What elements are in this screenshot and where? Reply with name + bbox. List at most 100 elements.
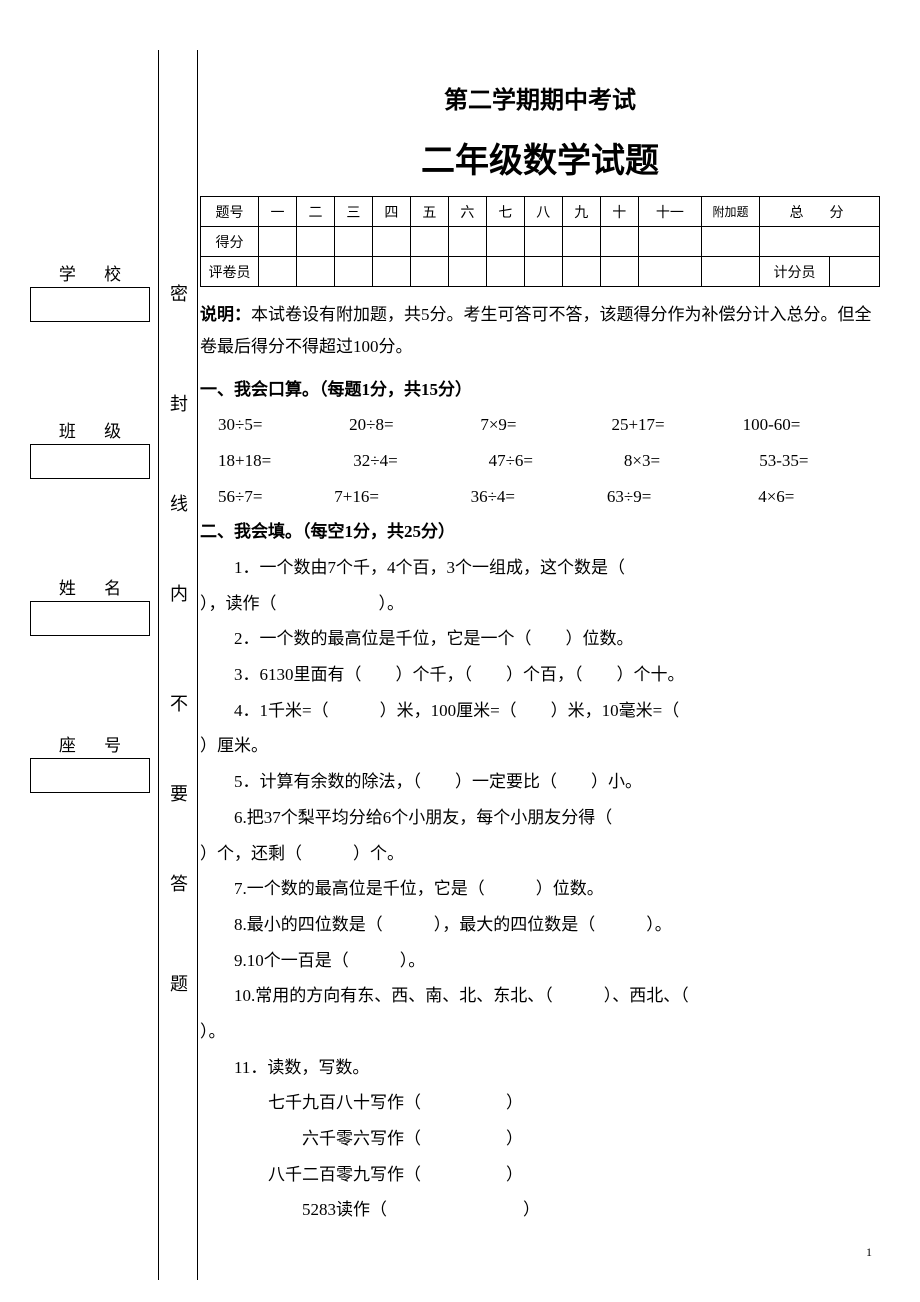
calc-item: 7×9= <box>480 407 611 443</box>
score-cell[interactable] <box>372 227 410 257</box>
score-cell[interactable] <box>334 227 372 257</box>
score-cell[interactable] <box>562 257 600 287</box>
score-cell: 一 <box>259 197 297 227</box>
calc-item: 8×3= <box>604 443 739 479</box>
score-cell[interactable] <box>296 227 334 257</box>
q8: 8.最小的四位数是（ ），最大的四位数是（ ）。 <box>200 907 880 943</box>
class-label: 班 级 <box>30 417 150 445</box>
score-cell: 十一 <box>638 197 701 227</box>
calc-item: 7+16= <box>334 479 450 515</box>
score-header-row: 题号 一 二 三 四 五 六 七 八 九 十 十一 附加题 总 分 <box>201 197 880 227</box>
score-cell: 二 <box>296 197 334 227</box>
score-cell: 六 <box>448 197 486 227</box>
calc-item: 53-35= <box>739 443 880 479</box>
seal-char: 密 <box>159 280 199 306</box>
score-cell[interactable] <box>600 227 638 257</box>
score-cell[interactable] <box>448 227 486 257</box>
fill-blank-block: 1．一个数由7个千，4个百，3个一组成，这个数是（ ），读作（ ）。 2．一个数… <box>200 550 880 1228</box>
school-blank[interactable] <box>30 288 150 322</box>
section-2-title: 二、我会填。（每空1分，共25分） <box>200 514 880 550</box>
score-cell[interactable] <box>410 227 448 257</box>
score-cell: 三 <box>334 197 372 227</box>
seal-line-column: 密 封 线 内 不 要 答 题 <box>158 50 198 1280</box>
seat-blank[interactable] <box>30 759 150 793</box>
exam-note: 说明：本试卷设有附加题，共5分。考生可答可不答，该题得分作为补偿分计入总分。但全… <box>200 299 880 364</box>
seal-char: 不 <box>159 690 199 716</box>
score-points-row: 得分 <box>201 227 880 257</box>
calc-item: 32÷4= <box>333 443 468 479</box>
seal-char: 答 <box>159 870 199 896</box>
note-text: 本试卷设有附加题，共5分。考生可答可不答，该题得分作为补偿分计入总分。但全卷最后… <box>200 305 872 356</box>
calc-item: 47÷6= <box>469 443 604 479</box>
calc-item: 30÷5= <box>218 407 349 443</box>
q11-title: 11．读数，写数。 <box>200 1050 880 1086</box>
q10-line1: 10.常用的方向有东、西、南、北、东北、（ ）、西北、（ <box>200 978 880 1014</box>
q6-line2: ）个，还剩（ ）个。 <box>200 836 880 872</box>
q1-line2: ），读作（ ）。 <box>200 586 880 622</box>
score-cell[interactable] <box>638 227 701 257</box>
q11-1: 七千九百八十写作（ ） <box>200 1085 880 1121</box>
seal-char: 线 <box>159 490 199 516</box>
main-title: 二年级数学试题 <box>200 133 880 182</box>
seal-char: 题 <box>159 970 199 996</box>
calc-item: 36÷4= <box>451 479 587 515</box>
calc-row: 56÷7= 7+16= 36÷4= 63÷9= 4×6= <box>218 479 880 515</box>
score-cell[interactable] <box>524 227 562 257</box>
score-table: 题号 一 二 三 四 五 六 七 八 九 十 十一 附加题 总 分 得分 <box>200 196 880 287</box>
score-cell: 四 <box>372 197 410 227</box>
q7: 7.一个数的最高位是千位，它是（ ）位数。 <box>200 871 880 907</box>
score-cell: 九 <box>562 197 600 227</box>
score-cell: 得分 <box>201 227 259 257</box>
subtitle: 第二学期期中考试 <box>200 80 880 115</box>
score-cell[interactable] <box>760 227 880 257</box>
score-cell: 七 <box>486 197 524 227</box>
score-cell: 总 分 <box>760 197 880 227</box>
name-blank[interactable] <box>30 602 150 636</box>
score-cell[interactable] <box>448 257 486 287</box>
score-cell: 计分员 <box>760 257 830 287</box>
school-label: 学 校 <box>30 260 150 288</box>
score-cell: 十 <box>600 197 638 227</box>
seal-char: 封 <box>159 390 199 416</box>
calc-item: 100-60= <box>743 407 880 443</box>
score-cell[interactable] <box>410 257 448 287</box>
score-cell[interactable] <box>334 257 372 287</box>
school-field: 学 校 <box>30 260 150 322</box>
score-cell[interactable] <box>259 257 297 287</box>
score-cell[interactable] <box>259 227 297 257</box>
q3: 3．6130里面有（ ）个千，（ ）个百，（ ）个十。 <box>200 657 880 693</box>
name-label: 姓 名 <box>30 574 150 602</box>
student-info-column: 学 校 班 级 姓 名 座 号 <box>30 260 150 858</box>
score-cell[interactable] <box>702 257 760 287</box>
score-cell[interactable] <box>702 227 760 257</box>
name-field: 姓 名 <box>30 574 150 636</box>
score-cell[interactable] <box>486 257 524 287</box>
score-cell: 五 <box>410 197 448 227</box>
seal-char: 内 <box>159 580 199 606</box>
q4-line2: ）厘米。 <box>200 728 880 764</box>
score-cell[interactable] <box>524 257 562 287</box>
note-label: 说明： <box>200 305 251 324</box>
calc-item: 56÷7= <box>218 479 334 515</box>
score-cell[interactable] <box>296 257 334 287</box>
q11-3: 八千二百零九写作（ ） <box>200 1157 880 1193</box>
score-cell[interactable] <box>600 257 638 287</box>
mental-math-grid: 30÷5= 20÷8= 7×9= 25+17= 100-60= 18+18= 3… <box>200 407 880 514</box>
q11-4: 5283读作（ ） <box>200 1192 880 1228</box>
page-number: 1 <box>866 1245 872 1260</box>
score-cell[interactable] <box>562 227 600 257</box>
calc-item: 25+17= <box>611 407 742 443</box>
calc-item: 63÷9= <box>587 479 723 515</box>
score-cell: 题号 <box>201 197 259 227</box>
score-cell[interactable] <box>638 257 701 287</box>
q4-line1: 4．1千米=（ ）米，100厘米=（ ）米，10毫米=（ <box>200 693 880 729</box>
calc-row: 30÷5= 20÷8= 7×9= 25+17= 100-60= <box>218 407 880 443</box>
q1-line1: 1．一个数由7个千，4个百，3个一组成，这个数是（ <box>200 550 880 586</box>
calc-item: 18+18= <box>218 443 333 479</box>
score-cell[interactable] <box>486 227 524 257</box>
score-cell[interactable] <box>830 257 880 287</box>
page: 密 封 线 内 不 要 答 题 学 校 班 级 姓 名 座 号 第二学期期中考试… <box>0 0 920 1302</box>
score-cell: 八 <box>524 197 562 227</box>
score-cell[interactable] <box>372 257 410 287</box>
class-blank[interactable] <box>30 445 150 479</box>
